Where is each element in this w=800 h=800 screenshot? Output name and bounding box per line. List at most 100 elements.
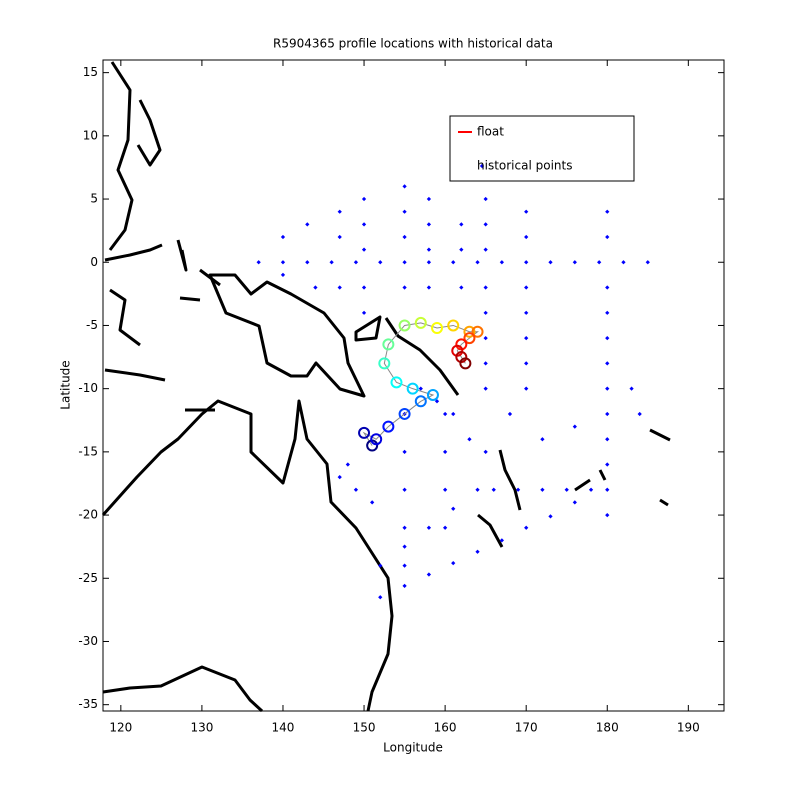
historical-point [361,310,367,315]
coastline [384,317,460,396]
historical-point [353,260,359,265]
plot-frame [102,59,725,712]
historical-point [605,209,610,214]
historical-point [426,196,432,202]
historical-point [442,525,448,530]
historical-point [572,260,577,265]
historical-point [475,549,480,554]
historical-point [426,247,432,252]
historical-point [426,222,432,227]
historical-point [605,512,610,518]
x-tick-label: 160 [434,721,457,735]
historical-point [442,449,448,454]
x-tick-label: 130 [190,721,213,735]
float-point [471,325,484,338]
historical-point [402,487,407,492]
historical-point [548,260,553,265]
historical-point [337,285,342,290]
historical-point [337,234,342,240]
legend: float historical points [449,115,635,182]
historical-point [378,260,383,265]
historical-point [402,544,407,549]
historical-point [402,563,407,568]
historical-point [459,247,464,252]
historical-point [605,386,610,391]
historical-point [524,386,529,391]
historical-point [540,437,545,442]
historical-point [540,487,545,492]
historical-point [524,285,529,290]
float-point [378,357,391,370]
historical-point [507,411,513,417]
historical-point [483,361,488,366]
float-point [459,357,472,370]
y-tick-label: 5 [90,192,98,206]
float-point [370,433,383,446]
coastline [354,315,382,342]
historical-point [451,260,456,265]
historical-point [402,285,407,290]
historical-point [483,335,488,341]
historical-point [483,386,488,391]
y-tick-label: -30 [78,634,98,648]
x-axis-label: Longitude [383,741,443,755]
historical-point [442,487,448,492]
historical-point [361,247,367,252]
historical-point [370,500,375,505]
historical-point [637,411,642,417]
coastline [101,399,394,712]
historical-point [451,560,456,566]
float-point [463,332,476,345]
historical-point [337,209,342,214]
historical-point [467,437,472,442]
y-tick-label: 10 [83,128,98,142]
historical-point [402,234,407,240]
historical-point [475,260,480,265]
historical-point [597,260,602,265]
historical-point [418,386,423,391]
historical-point [483,285,488,290]
float-point [398,407,411,420]
y-tick-label: -35 [78,697,98,711]
historical-point [483,247,488,252]
y-tick-label: -15 [78,444,98,458]
historical-point [605,234,610,240]
plot-area [256,184,650,600]
historical-point [564,487,569,492]
historical-point [475,487,480,492]
historical-point [524,335,529,341]
historical-point [572,500,577,505]
historical-point [426,260,432,265]
historical-point [353,487,359,492]
historical-point [256,260,261,265]
historical-point [483,196,488,202]
historical-point [426,525,432,530]
x-tick-label: 180 [596,721,619,735]
historical-point [402,525,407,530]
historical-point [524,234,529,240]
historical-point [605,437,610,442]
legend-label: historical points [477,159,572,173]
historical-point [499,260,504,265]
coastline [477,513,504,548]
historical-point [337,475,342,480]
historical-point [572,424,577,429]
historical-point [426,572,432,577]
historical-point [378,595,383,600]
float-point [358,426,371,439]
legend-label: float [477,125,504,139]
float-point [431,321,444,334]
y-tick-label: 0 [90,255,98,269]
historical-point [515,487,521,492]
historical-point [280,234,286,240]
historical-point [524,209,529,214]
historical-point [451,506,456,511]
historical-point [605,361,610,366]
historical-point [524,361,529,366]
legend-swatch [479,163,485,169]
x-tick-label: 150 [353,721,376,735]
coastline [102,665,264,713]
y-tick-label: -5 [86,318,98,332]
x-tick-label: 120 [109,721,132,735]
